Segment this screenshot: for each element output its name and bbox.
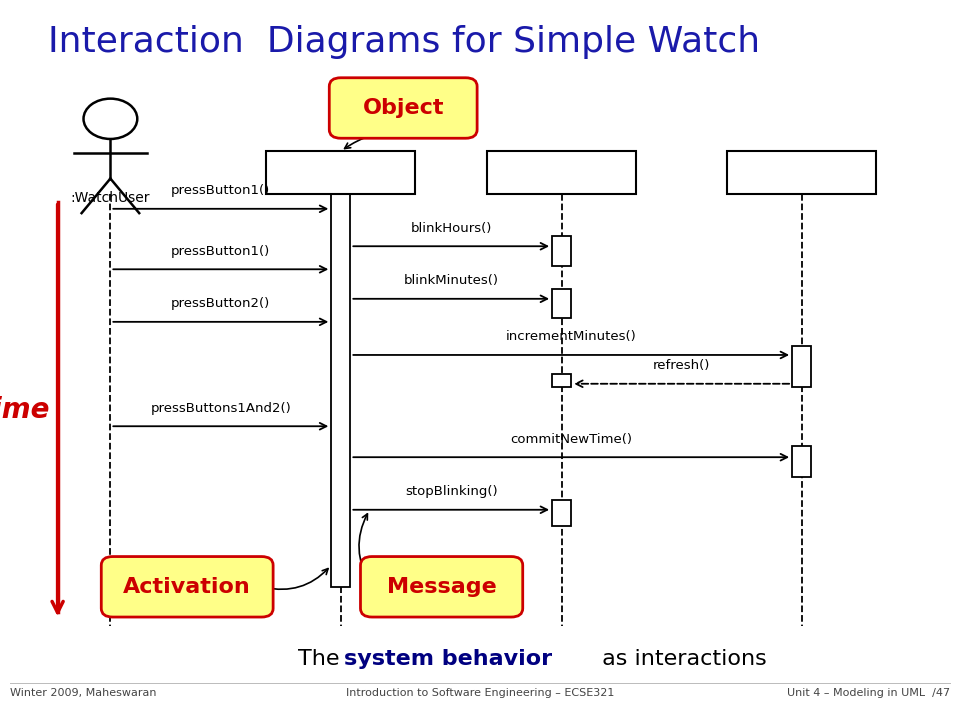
Text: blinkHours(): blinkHours() [411,222,492,235]
FancyBboxPatch shape [329,78,477,138]
Text: incrementMinutes(): incrementMinutes() [506,330,636,343]
Text: as interactions: as interactions [595,649,767,669]
Text: time: time [0,397,50,424]
Text: Unit 4 – Modeling in UML  /47: Unit 4 – Modeling in UML /47 [787,688,950,698]
Text: Object: Object [363,98,444,118]
Text: Message: Message [387,577,496,597]
Text: Introduction to Software Engineering – ECSE321: Introduction to Software Engineering – E… [346,688,614,698]
Text: :Time: :Time [782,166,821,180]
Text: blinkMinutes(): blinkMinutes() [404,274,498,287]
Bar [792,346,811,387]
Bar [552,500,571,526]
Text: Activation: Activation [123,577,252,597]
FancyBboxPatch shape [266,151,415,194]
Text: stopBlinking(): stopBlinking() [405,485,497,498]
Text: pressButtons1And2(): pressButtons1And2() [151,402,291,415]
Bar [552,289,571,318]
Text: Winter 2009, Maheswaran: Winter 2009, Maheswaran [10,688,156,698]
Bar [792,446,811,477]
Text: pressButton2(): pressButton2() [171,297,271,310]
Text: pressButton1(): pressButton1() [171,184,271,197]
Text: refresh(): refresh() [653,359,710,372]
Text: :LCDDisplay: :LCDDisplay [519,166,604,180]
Bar [331,194,350,587]
FancyBboxPatch shape [361,557,522,617]
Text: Interaction  Diagrams for Simple Watch: Interaction Diagrams for Simple Watch [48,25,760,59]
Bar [552,374,571,387]
Text: commitNewTime(): commitNewTime() [510,433,633,446]
Text: :WatchUser: :WatchUser [71,191,150,204]
Text: The: The [298,649,347,669]
FancyBboxPatch shape [728,151,876,194]
Text: pressButton1(): pressButton1() [171,245,271,258]
FancyBboxPatch shape [487,151,636,194]
Text: system behavior: system behavior [344,649,552,669]
Bar [552,236,571,266]
FancyBboxPatch shape [102,557,273,617]
Text: :SimpleWatch: :SimpleWatch [293,166,389,180]
